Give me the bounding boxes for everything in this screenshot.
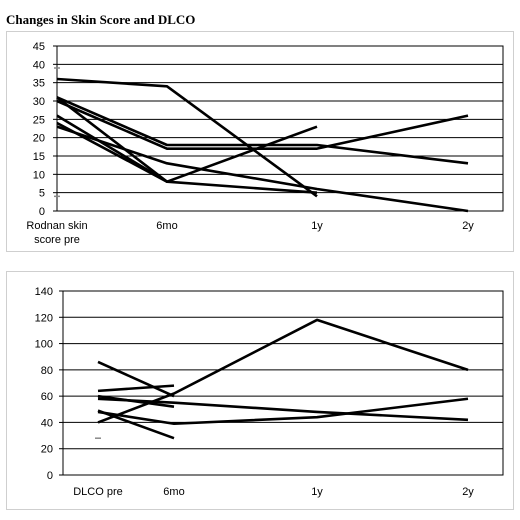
skin-series-line-1	[56, 77, 318, 198]
skin-series-line-5	[56, 125, 469, 213]
y-tick-label: 100	[35, 339, 53, 351]
dlco-series-line-2	[97, 384, 175, 393]
x-tick-label: 2y	[462, 220, 474, 232]
plot-frame	[56, 45, 504, 212]
dlco-series-line-3	[97, 318, 469, 424]
y-tick-label: 45	[33, 41, 45, 53]
dlco-series-line-7	[97, 409, 175, 440]
y-tick-label: 35	[33, 78, 45, 90]
y-tick-label: 15	[33, 151, 45, 163]
y-tick-label: 5	[39, 188, 45, 200]
y-tick-label: 40	[41, 417, 53, 429]
dlco-series-line-4	[97, 397, 469, 422]
x-tick-label: Rodnan skin	[26, 220, 87, 232]
skin-score-chart-panel: 0 5 10 15 20 25 30 35 40 45 Rodnan skin score pre 6m…	[6, 31, 514, 252]
y-tick-label: 0	[47, 470, 53, 482]
dlco-series-line-1	[97, 360, 175, 398]
plot-frame	[62, 290, 504, 476]
x-tick-label: score pre	[34, 234, 80, 246]
y-tick-label: 25	[33, 114, 45, 126]
x-tick-label: 2y	[462, 486, 474, 498]
dlco-series-line-5	[97, 394, 175, 408]
y-tick-label: 140	[35, 286, 53, 298]
y-tick-label: 10	[33, 169, 45, 181]
y-tick-label: 30	[33, 96, 45, 108]
dlco-chart: 0 20 40 60 80 100 120 140 DLCO pre 6mo 1y 2y	[35, 286, 504, 498]
y-tick-label: 40	[33, 59, 45, 71]
y-tick-label: 120	[35, 312, 53, 324]
y-tick-label: 80	[41, 365, 53, 377]
y-tick-label: 20	[33, 133, 45, 145]
x-tick-label: 1y	[311, 220, 323, 232]
x-tick-label: DLCO pre	[73, 486, 123, 498]
skin-series-line-2	[56, 96, 469, 165]
x-tick-label: 1y	[311, 486, 323, 498]
page-title: Changes in Skin Score and DLCO	[6, 12, 196, 27]
dlco-chart-panel: 0 20 40 60 80 100 120 140 DLCO pre 6mo 1y 2y	[6, 271, 514, 510]
y-tick-label: 60	[41, 391, 53, 403]
dlco-series-line-6	[97, 397, 469, 426]
x-tick-label: 6mo	[163, 486, 184, 498]
y-tick-label: 0	[39, 206, 45, 218]
x-tick-label: 6mo	[156, 220, 177, 232]
skin-score-chart: 0 5 10 15 20 25 30 35 40 45 Rodnan skin score pre 6m…	[26, 41, 504, 246]
skin-series-line-4	[56, 121, 318, 183]
skin-series-line-3	[56, 99, 469, 150]
y-tick-label: 20	[41, 444, 53, 456]
skin-series-line-7	[56, 114, 168, 183]
